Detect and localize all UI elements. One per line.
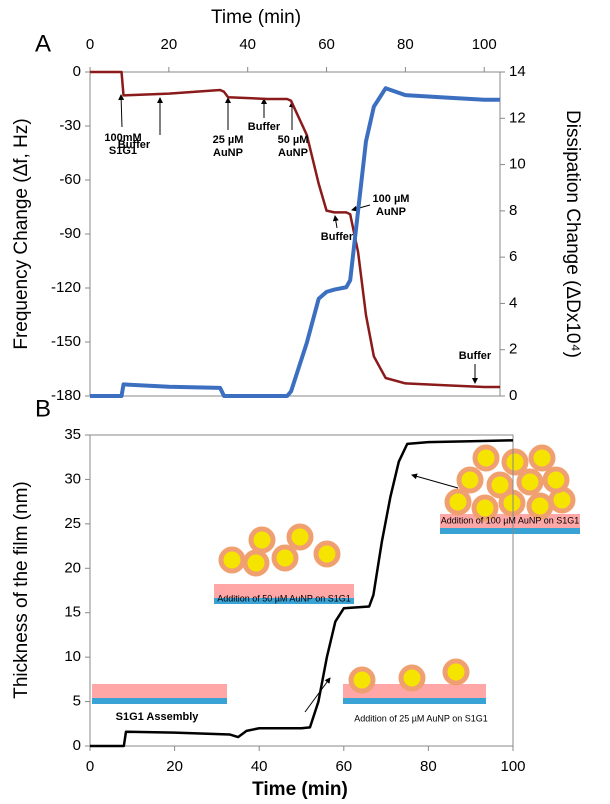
y-tick-label: 0	[73, 737, 81, 754]
plot-frame	[89, 434, 514, 747]
y-tick-label: 15	[64, 604, 81, 621]
annotation: Addition of 100 µM AuNP on S1G1	[441, 515, 580, 525]
x-tick-label: 100	[500, 758, 525, 775]
y2-tick-label: 8	[509, 202, 517, 219]
y-tick-label: -90	[59, 225, 81, 242]
y-tick-label: -180	[51, 387, 81, 404]
y-tick-label: 30	[64, 470, 81, 487]
x-tick-label: 80	[397, 36, 414, 53]
y-tick-label: -150	[51, 333, 81, 350]
x-tick-label: 40	[251, 758, 268, 775]
illustrations	[92, 444, 580, 704]
y2-tick-label: 6	[509, 248, 517, 265]
y-tick-label: 0	[73, 63, 81, 80]
y2-tick-label: 0	[509, 387, 517, 404]
x-axis-label: Time (min)	[252, 779, 348, 800]
annotation: Buffer	[118, 139, 151, 151]
annotation: AuNP	[278, 147, 308, 159]
y-axis-label: Frequency Change (Δf, Hz)	[11, 118, 32, 349]
y2-tick-label: 4	[509, 294, 517, 311]
y2-tick-label: 2	[509, 341, 517, 358]
x-axis-label: Time (min)	[211, 7, 301, 28]
annotation: S1G1	[109, 145, 137, 157]
annotation: S1G1 Assembly	[116, 711, 200, 723]
y2-tick-label: 12	[509, 109, 526, 126]
y-tick-label: 20	[64, 559, 81, 576]
y2-tick-label: 14	[509, 63, 526, 80]
y-tick-label: -60	[59, 171, 81, 188]
y-tick-label: 25	[64, 515, 81, 532]
x-tick-label: 60	[335, 758, 352, 775]
y-tick-label: 10	[64, 648, 81, 665]
data-line	[90, 439, 514, 748]
annotation: 25 µM	[213, 134, 244, 146]
annotation: 50 µM	[278, 134, 309, 146]
y-tick-label: 35	[64, 426, 81, 443]
x-tick-label: 20	[166, 758, 183, 775]
annotation: Buffer	[459, 350, 492, 362]
x-tick-label: 0	[86, 36, 94, 53]
y2-tick-label: 10	[509, 156, 526, 173]
x-tick-label: 0	[86, 758, 94, 775]
annotation: Buffer	[248, 121, 281, 133]
plot-frame	[89, 71, 501, 397]
arrows	[118, 94, 478, 713]
x-tick-label: 40	[239, 36, 256, 53]
y-tick-label: -30	[59, 117, 81, 134]
annotation: AuNP	[213, 147, 243, 159]
y-axis-label: Thickness of the film (nm)	[11, 481, 32, 699]
panel-label: B	[35, 395, 51, 422]
annotation: 100 µM	[373, 193, 410, 205]
y-tick-label: -120	[51, 279, 81, 296]
data-line	[90, 86, 500, 398]
x-tick-label: 100	[472, 36, 497, 53]
x-tick-label: 80	[420, 758, 437, 775]
y-tick-label: 5	[73, 693, 81, 710]
data-line	[90, 70, 500, 389]
panel-label: A	[35, 30, 51, 57]
x-tick-label: 20	[161, 36, 178, 53]
annotation: Addition of 50 µM AuNP on S1G1	[217, 593, 351, 603]
annotation: Buffer	[321, 231, 354, 243]
y2-axis-label: Dissipation Change (ΔDx10⁴)	[562, 110, 583, 358]
x-tick-label: 60	[318, 36, 335, 53]
annotation: Addition of 25 µM AuNP on S1G1	[354, 713, 488, 723]
annotation: 100mM	[104, 132, 141, 144]
annotation: AuNP	[376, 206, 406, 218]
